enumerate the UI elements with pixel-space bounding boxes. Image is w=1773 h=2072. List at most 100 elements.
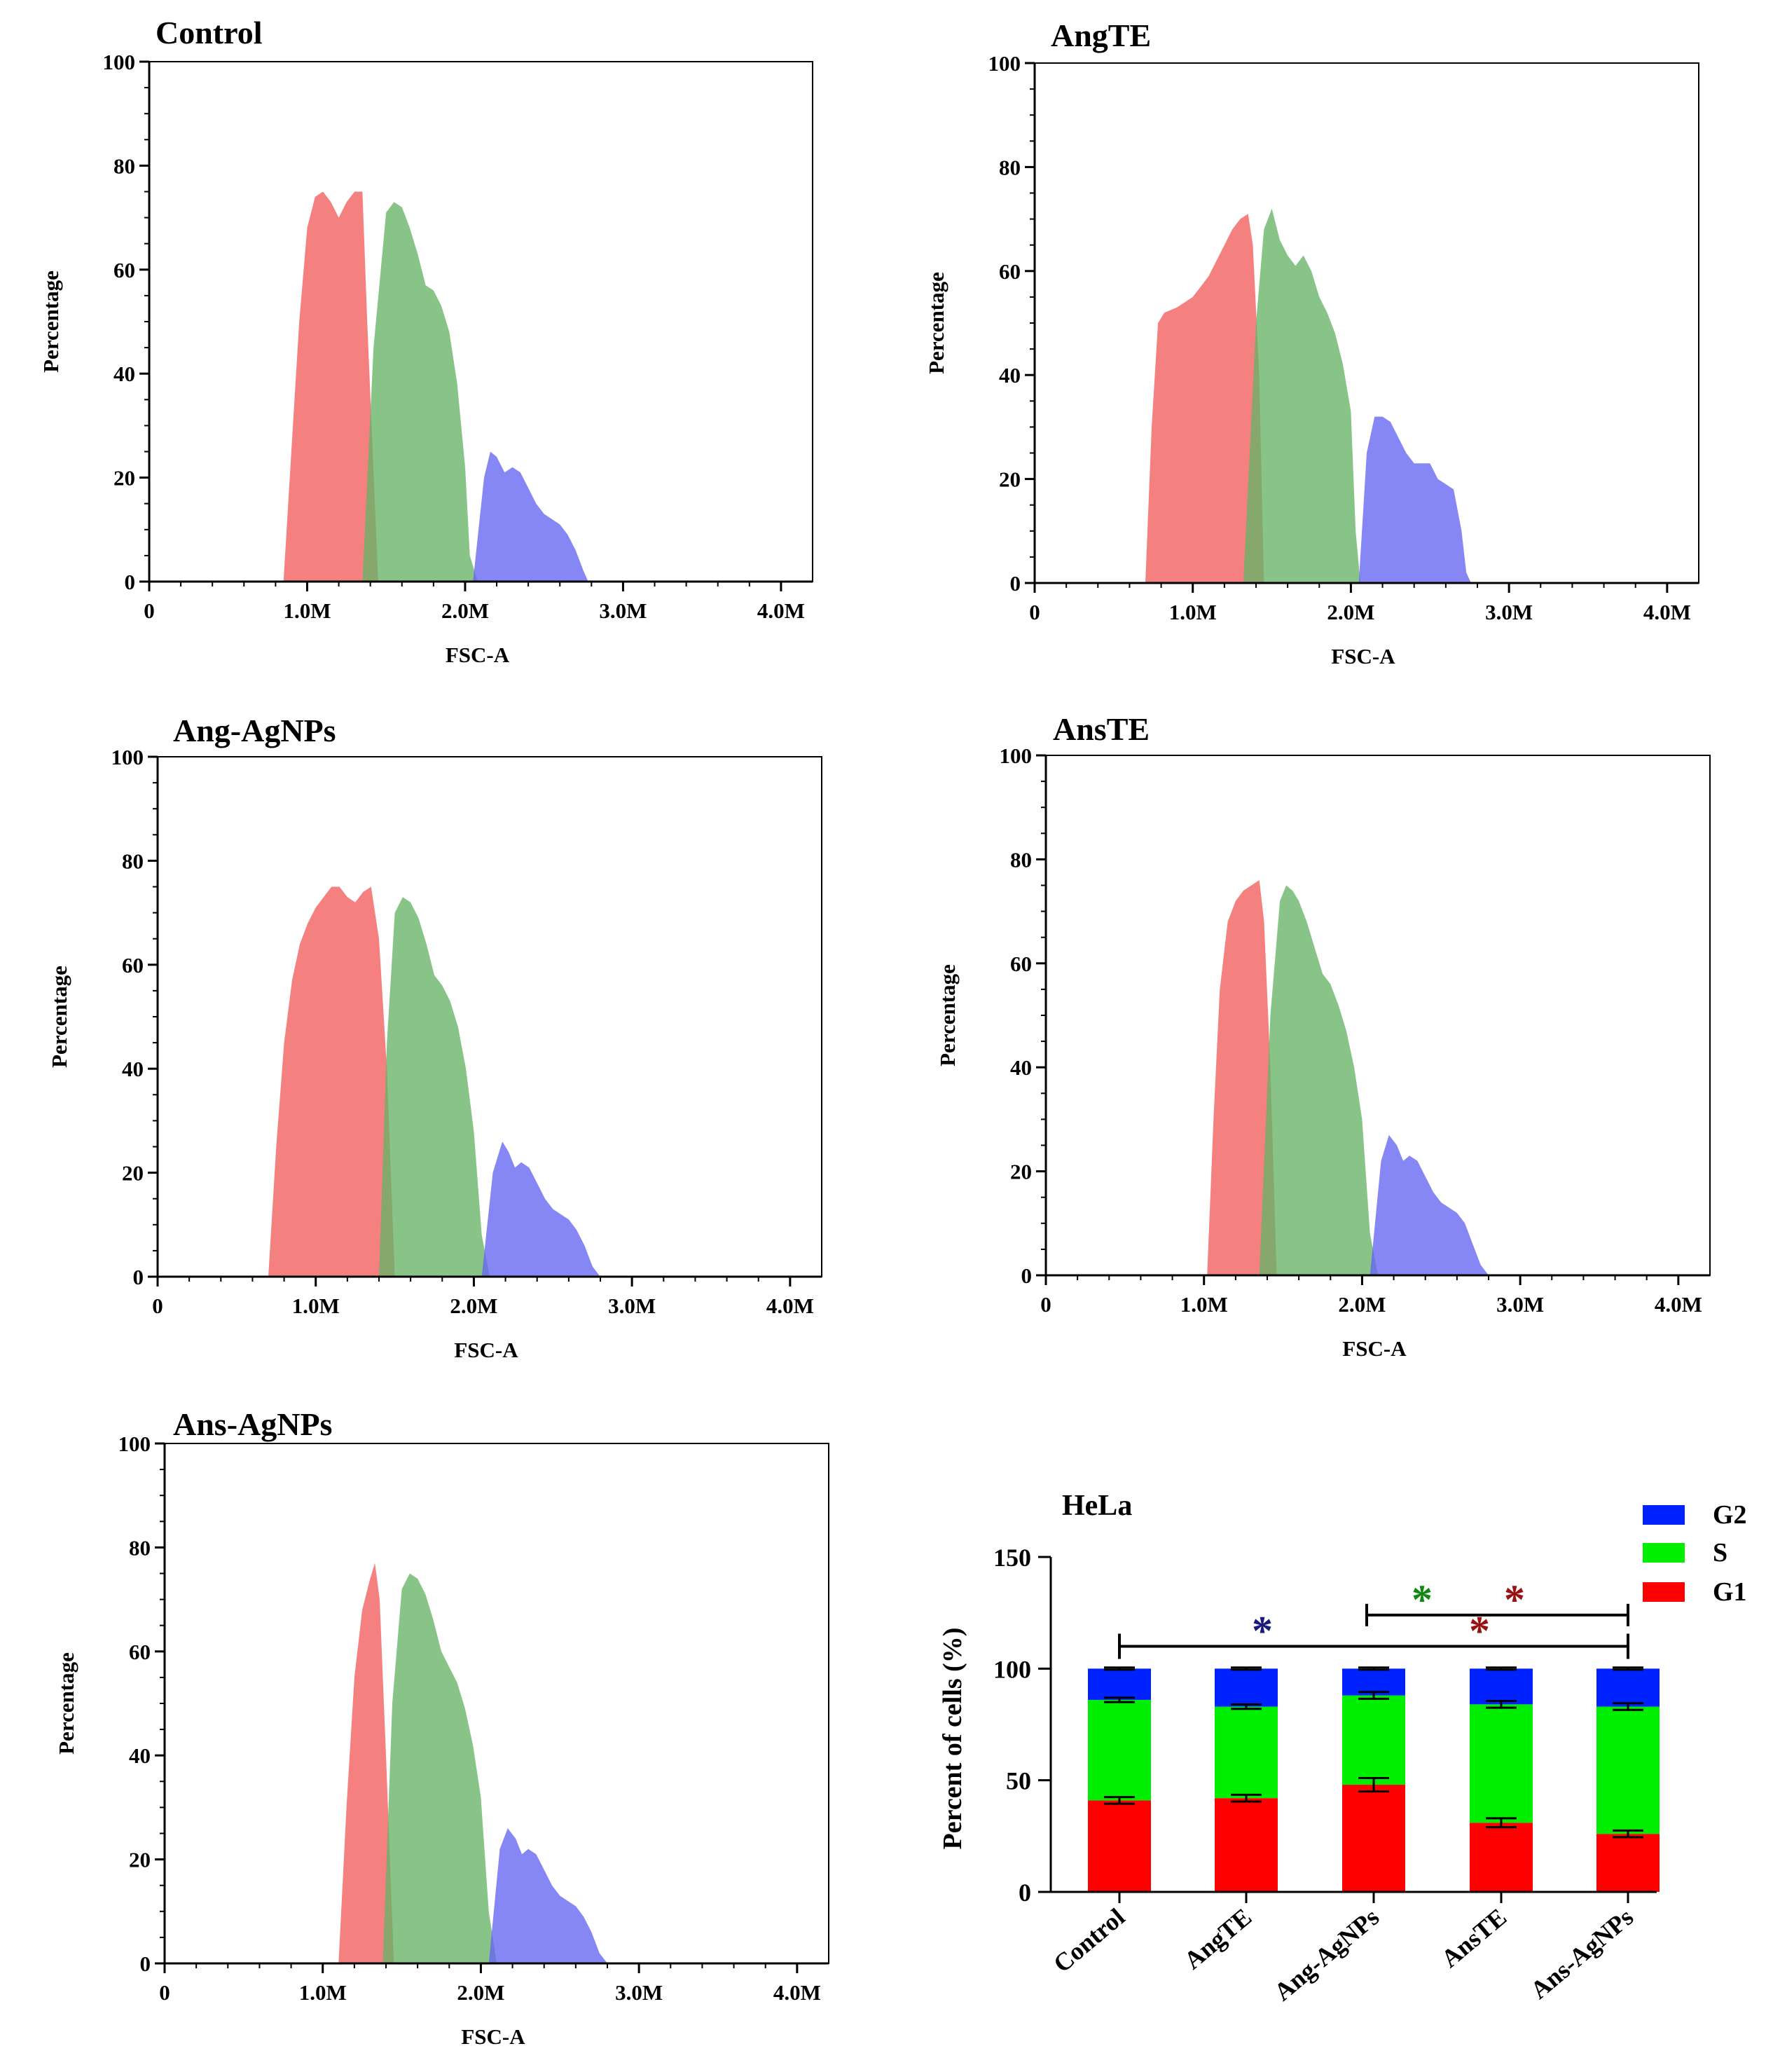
histogram-panel-0: 0 20 40 60 80 100 0 1.0M 2.0M 3.0M 4.0M FSC-A Percen… xyxy=(39,15,813,667)
bar-S xyxy=(1342,1695,1405,1785)
histogram-panel-3: 0 20 40 60 80 100 0 1.0M 2.0M 3.0M 4.0M FSC-A Percen… xyxy=(935,711,1711,1361)
panel-title: AngTE xyxy=(1051,18,1151,53)
y-tick-label: 100 xyxy=(988,51,1021,76)
plot-frame xyxy=(149,61,813,582)
area-G1 xyxy=(338,1563,394,1963)
y-tick-label: 20 xyxy=(122,1161,144,1186)
area-S xyxy=(1259,885,1378,1275)
y-tick-label: 50 xyxy=(1006,1767,1031,1795)
y-tick-label: 60 xyxy=(1010,952,1032,976)
x-tick-label: 2.0M xyxy=(457,1980,504,2005)
x-tick-label: 3.0M xyxy=(615,1980,663,2005)
y-tick-label: 0 xyxy=(140,1951,151,1976)
panel-title: AnsTE xyxy=(1053,711,1150,747)
panel-title: Control xyxy=(156,15,263,50)
area-S xyxy=(362,202,478,582)
y-tick-label: 0 xyxy=(1010,571,1021,596)
y-tick-label: 80 xyxy=(113,153,135,178)
y-tick-label: 0 xyxy=(125,570,136,594)
y-tick-label: 60 xyxy=(122,953,144,977)
y-axis-label: Percent of cells (%) xyxy=(938,1628,967,1850)
x-tick-label: 4.0M xyxy=(1643,600,1691,624)
plot-frame xyxy=(157,756,822,1277)
x-tick-label: 0 xyxy=(1029,600,1040,624)
bar-G1 xyxy=(1215,1798,1278,1892)
legend-swatch-G2 xyxy=(1643,1505,1685,1525)
x-tick-label: 3.0M xyxy=(608,1294,656,1318)
y-tick-label: 20 xyxy=(129,1848,151,1872)
x-axis-label: FSC-A xyxy=(1342,1336,1407,1361)
y-tick-label: 40 xyxy=(122,1057,144,1081)
bar-G2 xyxy=(1342,1668,1405,1696)
legend-swatch-S xyxy=(1643,1543,1685,1563)
bar-G1 xyxy=(1088,1800,1151,1892)
y-tick-label: 0 xyxy=(1021,1263,1033,1288)
x-tick-label: 1.0M xyxy=(1180,1292,1228,1317)
y-tick-label: 40 xyxy=(129,1743,151,1768)
y-tick-label: 100 xyxy=(1000,743,1033,768)
y-tick-label: 60 xyxy=(129,1640,151,1664)
bar-S xyxy=(1470,1704,1533,1823)
histogram-panel-1: 0 20 40 60 80 100 0 1.0M 2.0M 3.0M 4.0M FSC-A Percen… xyxy=(924,18,1699,668)
x-tick-label: AnsTE xyxy=(1436,1902,1512,1972)
legend-label-S: S xyxy=(1713,1538,1727,1567)
bar-G2 xyxy=(1215,1668,1278,1707)
y-tick-label: 0 xyxy=(1019,1879,1031,1907)
bar-G1 xyxy=(1470,1823,1533,1892)
y-tick-label: 100 xyxy=(993,1655,1031,1683)
area-G1 xyxy=(283,191,378,582)
bar-S xyxy=(1088,1699,1151,1801)
x-tick-label: 2.0M xyxy=(441,598,489,623)
bar-G2 xyxy=(1470,1668,1533,1705)
y-tick-label: 40 xyxy=(999,363,1021,387)
x-tick-label: 2.0M xyxy=(1338,1292,1386,1317)
x-tick-label: Ang-AgNPs xyxy=(1269,1902,1384,2006)
y-axis-label: Percentage xyxy=(39,270,63,373)
significance-star: * xyxy=(1504,1577,1525,1623)
x-axis-label: FSC-A xyxy=(1331,644,1395,668)
bar-G1 xyxy=(1342,1785,1405,1892)
area-G2 xyxy=(481,1141,600,1277)
x-tick-label: 3.0M xyxy=(599,598,647,623)
area-S xyxy=(382,1573,497,1963)
y-tick-label: 80 xyxy=(1010,847,1032,872)
area-G1 xyxy=(1145,214,1264,583)
area-G1 xyxy=(1207,880,1277,1275)
y-tick-label: 60 xyxy=(999,259,1021,284)
y-tick-label: 100 xyxy=(103,50,136,74)
area-S xyxy=(379,897,490,1277)
y-tick-label: 100 xyxy=(118,1432,151,1456)
x-tick-label: 1.0M xyxy=(1169,600,1217,624)
x-axis-label: FSC-A xyxy=(461,2024,525,2049)
x-tick-label: 1.0M xyxy=(283,598,331,623)
x-tick-label: Control xyxy=(1048,1902,1130,1977)
y-tick-label: 80 xyxy=(129,1535,151,1560)
x-tick-label: 0 xyxy=(144,598,155,623)
bar-G1 xyxy=(1596,1834,1660,1892)
bar-S xyxy=(1215,1706,1278,1799)
x-tick-label: 2.0M xyxy=(450,1294,497,1318)
y-tick-label: 20 xyxy=(999,467,1021,492)
legend-swatch-G1 xyxy=(1643,1582,1685,1602)
area-G1 xyxy=(268,886,395,1277)
x-tick-label: 4.0M xyxy=(766,1294,814,1318)
y-tick-label: 20 xyxy=(1010,1160,1032,1184)
x-tick-label: 1.0M xyxy=(299,1980,347,2005)
x-tick-label: 0 xyxy=(159,1980,170,2005)
bar-S xyxy=(1596,1706,1660,1834)
significance-star: * xyxy=(1412,1577,1433,1623)
y-axis-label: Percentage xyxy=(924,272,948,374)
y-tick-label: 40 xyxy=(1010,1055,1032,1080)
x-axis-label: FSC-A xyxy=(454,1338,518,1362)
y-axis-label: Percentage xyxy=(935,964,960,1066)
x-tick-label: 0 xyxy=(152,1294,163,1318)
y-axis-label: Percentage xyxy=(47,966,71,1068)
y-tick-label: 60 xyxy=(113,258,135,282)
x-tick-label: 4.0M xyxy=(757,598,805,623)
area-G2 xyxy=(473,451,588,582)
chart-title: HeLa xyxy=(1062,1490,1132,1522)
y-tick-label: 20 xyxy=(113,466,135,490)
legend-label-G2: G2 xyxy=(1713,1500,1747,1530)
x-tick-label: 4.0M xyxy=(1655,1292,1702,1317)
